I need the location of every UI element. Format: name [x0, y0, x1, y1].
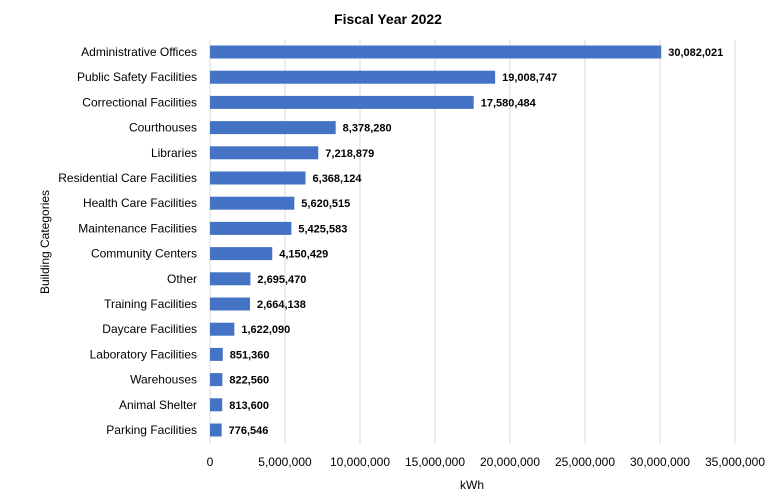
category-label: Public Safety Facilities — [77, 70, 197, 84]
bar — [210, 322, 235, 336]
data-label: 7,218,879 — [325, 148, 374, 160]
category-label: Residential Care Facilities — [58, 171, 197, 185]
data-label: 776,546 — [229, 425, 269, 437]
bar — [210, 45, 662, 59]
data-label: 4,150,429 — [279, 249, 328, 261]
data-label: 1,622,090 — [241, 324, 290, 336]
data-label: 30,082,021 — [668, 47, 723, 59]
x-tick-label: 25,000,000 — [555, 455, 615, 469]
bar — [210, 373, 223, 387]
category-label: Daycare Facilities — [102, 322, 197, 336]
chart-title: Fiscal Year 2022 — [334, 11, 442, 27]
category-label: Maintenance Facilities — [78, 221, 197, 235]
data-label: 5,620,515 — [301, 198, 350, 210]
x-tick-label: 10,000,000 — [330, 455, 390, 469]
data-label: 5,425,583 — [298, 223, 347, 235]
data-label: 6,368,124 — [313, 173, 363, 185]
bar — [210, 398, 223, 412]
bar — [210, 196, 295, 210]
bars — [210, 45, 662, 437]
category-label: Laboratory Facilities — [90, 347, 197, 361]
data-label: 851,360 — [230, 349, 270, 361]
category-label: Health Care Facilities — [83, 196, 197, 210]
bar — [210, 247, 273, 261]
bar — [210, 221, 292, 235]
data-label: 2,695,470 — [257, 274, 306, 286]
bar — [210, 121, 336, 135]
data-labels: 30,082,021 19,008,747 17,580,484 8,378,280 7… — [229, 47, 724, 437]
bar — [210, 146, 319, 160]
category-labels: Administrative Offices Public Safety Faci… — [58, 45, 197, 437]
data-label: 813,600 — [229, 400, 269, 412]
bar — [210, 70, 496, 84]
category-label: Other — [167, 272, 197, 286]
data-label: 19,008,747 — [502, 72, 557, 84]
category-label: Libraries — [151, 146, 197, 160]
category-label: Animal Shelter — [119, 398, 197, 412]
x-tick-label: 20,000,000 — [480, 455, 540, 469]
x-tick-label: 35,000,000 — [705, 455, 765, 469]
data-label: 2,664,138 — [257, 299, 306, 311]
category-label: Administrative Offices — [81, 45, 197, 59]
category-label: Warehouses — [130, 373, 197, 387]
y-axis-title: Building Categories — [38, 190, 52, 294]
bar — [210, 423, 222, 437]
data-label: 17,580,484 — [481, 97, 537, 109]
category-label: Correctional Facilities — [82, 95, 197, 109]
x-axis-title: kWh — [460, 478, 484, 492]
bar — [210, 95, 474, 109]
bar — [210, 171, 306, 185]
x-tick-label: 0 — [207, 455, 214, 469]
x-tick-label: 5,000,000 — [258, 455, 312, 469]
bar — [210, 297, 250, 311]
bar — [210, 272, 251, 286]
data-label: 8,378,280 — [343, 123, 392, 135]
data-label: 822,560 — [229, 375, 269, 387]
x-tick-labels: 0 5,000,000 10,000,000 15,000,000 20,000,000… — [207, 455, 766, 469]
category-label: Training Facilities — [104, 297, 197, 311]
category-label: Courthouses — [129, 121, 197, 135]
category-label: Parking Facilities — [106, 423, 197, 437]
bar — [210, 347, 223, 361]
x-tick-label: 15,000,000 — [405, 455, 465, 469]
x-tick-label: 30,000,000 — [630, 455, 690, 469]
category-label: Community Centers — [91, 247, 197, 261]
